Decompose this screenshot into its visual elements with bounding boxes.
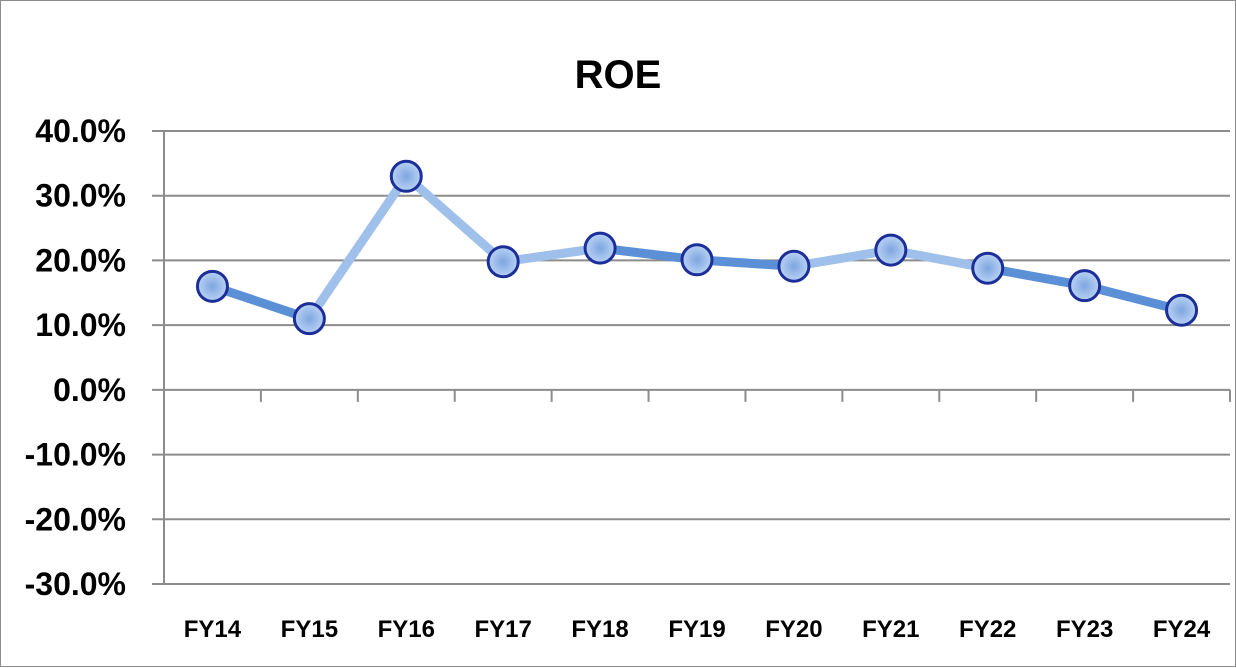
chart-title: ROE [575,53,662,97]
gridlines [152,130,1230,585]
x-tick-label: FY14 [184,616,242,643]
x-tick-label: FY22 [959,616,1016,643]
x-tick-label: FY17 [474,616,531,643]
data-point-marker [680,243,714,277]
y-axis-tick-labels: 40.0% 30.0% 20.0% 10.0% 0.0% -10.0% -20.0% -30.… [25,113,126,602]
data-point-marker [1068,269,1102,303]
data-point-marker [389,159,423,193]
x-tick-label: FY20 [765,616,822,643]
axes [163,131,1231,584]
y-tick-label: 40.0% [35,113,126,149]
y-tick-label: 20.0% [35,242,126,278]
x-tick-label: FY23 [1056,616,1113,643]
x-tick-label: FY18 [571,616,628,643]
y-tick-label: 0.0% [53,372,126,408]
series-line-segment [401,171,508,267]
data-point-marker [874,233,908,267]
x-tick-label: FY16 [378,616,435,643]
x-tick-label: FY19 [668,616,725,643]
data-point-marker [292,302,326,336]
data-point-marker [583,231,617,265]
data-point-marker [486,245,520,279]
y-tick-label: -30.0% [25,566,126,602]
data-point-marker [1165,293,1199,327]
x-tick-label: FY24 [1153,616,1211,643]
x-axis-tick-labels: FY14 FY15 FY16 FY17 FY18 FY19 FY20 FY21 FY22 FY23… [184,616,1211,643]
y-tick-label: -10.0% [25,437,126,473]
data-point-marker [971,251,1005,285]
y-tick-label: 10.0% [35,307,126,343]
roe-series-markers [195,159,1199,336]
data-point-marker [777,249,811,283]
series-line-segment [304,171,411,324]
x-tick-label: FY21 [862,616,919,643]
data-point-marker [195,269,229,303]
y-tick-label: 30.0% [35,178,126,214]
series-line-segment [1080,281,1187,315]
x-tick-label: FY15 [281,616,338,643]
y-tick-label: -20.0% [25,501,126,537]
series-line-segment [207,281,314,324]
